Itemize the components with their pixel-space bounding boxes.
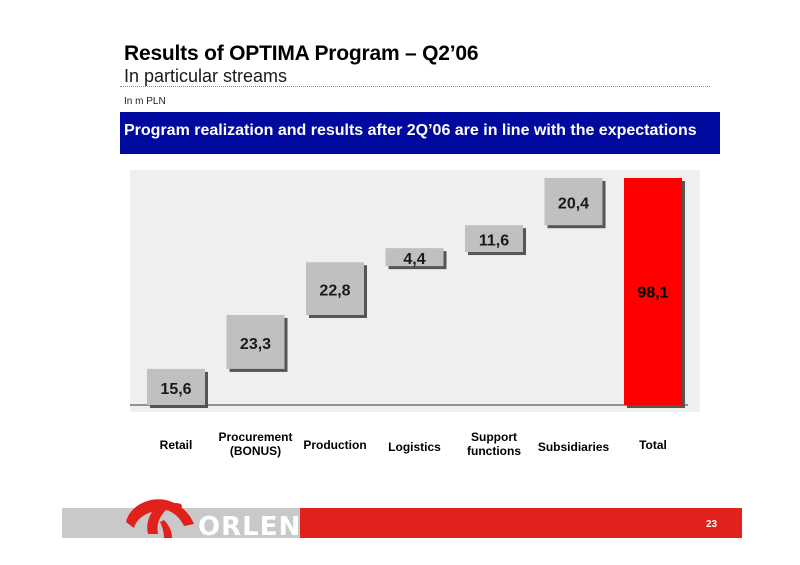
bar-total bbox=[624, 178, 682, 405]
category-label: Procurement (BONUS) bbox=[218, 430, 293, 458]
bar-step bbox=[147, 368, 205, 405]
category-label: Logistics bbox=[388, 440, 441, 454]
bar-step bbox=[306, 262, 364, 315]
data-label: 20,4 bbox=[558, 196, 589, 213]
headline-banner: Program realization and results after 2Q… bbox=[120, 112, 720, 154]
footer-accent-bar bbox=[300, 508, 742, 538]
unit-label: In m PLN bbox=[124, 96, 166, 107]
bar-step bbox=[465, 225, 523, 253]
data-label: 98,1 bbox=[637, 285, 668, 302]
category-label: Total bbox=[639, 438, 667, 452]
bar-step bbox=[385, 248, 444, 267]
category-label: Support functions bbox=[467, 430, 521, 458]
waterfall-chart: 15,6 23,3 22,8 4,4 11,6 20,4 98,1 bbox=[130, 170, 700, 412]
data-label: 15,6 bbox=[160, 381, 191, 398]
brand-wordmark: ORLEN bbox=[198, 512, 302, 542]
page-number: 23 bbox=[706, 519, 718, 530]
data-label: 4,4 bbox=[403, 251, 425, 268]
page-title: Results of OPTIMA Program – Q2’06 bbox=[124, 42, 479, 65]
page-subtitle: In particular streams bbox=[124, 66, 288, 86]
orlen-eagle-logo-icon bbox=[126, 499, 194, 538]
data-label: 22,8 bbox=[319, 283, 350, 300]
title-divider bbox=[120, 86, 710, 87]
data-label: 11,6 bbox=[479, 233, 509, 250]
data-label: 23,3 bbox=[240, 336, 271, 353]
plot-area bbox=[130, 170, 700, 412]
bar-step bbox=[226, 314, 285, 369]
bar-step bbox=[544, 178, 603, 226]
category-label: Retail bbox=[159, 438, 193, 452]
category-label: Production bbox=[303, 438, 367, 452]
category-label: Subsidiaries bbox=[537, 440, 610, 454]
